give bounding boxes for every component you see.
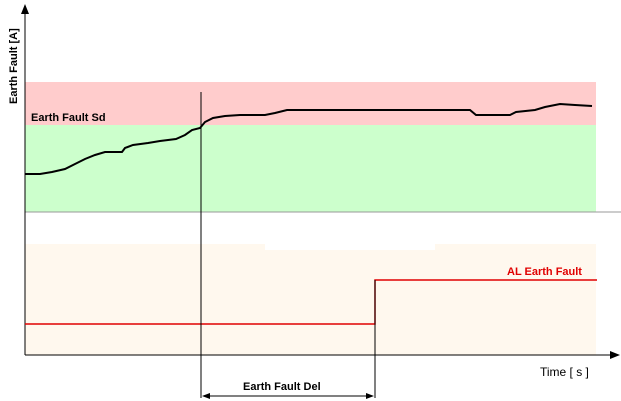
delay-arrow-left <box>202 393 210 399</box>
delay-label: Earth Fault Del <box>243 381 321 393</box>
y-axis-label: Earth Fault [A] <box>8 28 20 104</box>
lower-zone <box>25 244 596 355</box>
normal-zone <box>25 125 596 212</box>
shutdown-zone <box>25 82 596 125</box>
alarm-label: AL Earth Fault <box>507 266 582 278</box>
shutdown-level-label: Earth Fault Sd <box>31 112 106 124</box>
y-axis-arrow <box>21 4 29 14</box>
x-axis-arrow <box>610 351 620 359</box>
lower-zone-gap <box>265 244 435 250</box>
delay-arrow-right <box>366 393 374 399</box>
x-axis-label: Time [ s ] <box>540 365 589 379</box>
measured-signal <box>25 102 593 175</box>
